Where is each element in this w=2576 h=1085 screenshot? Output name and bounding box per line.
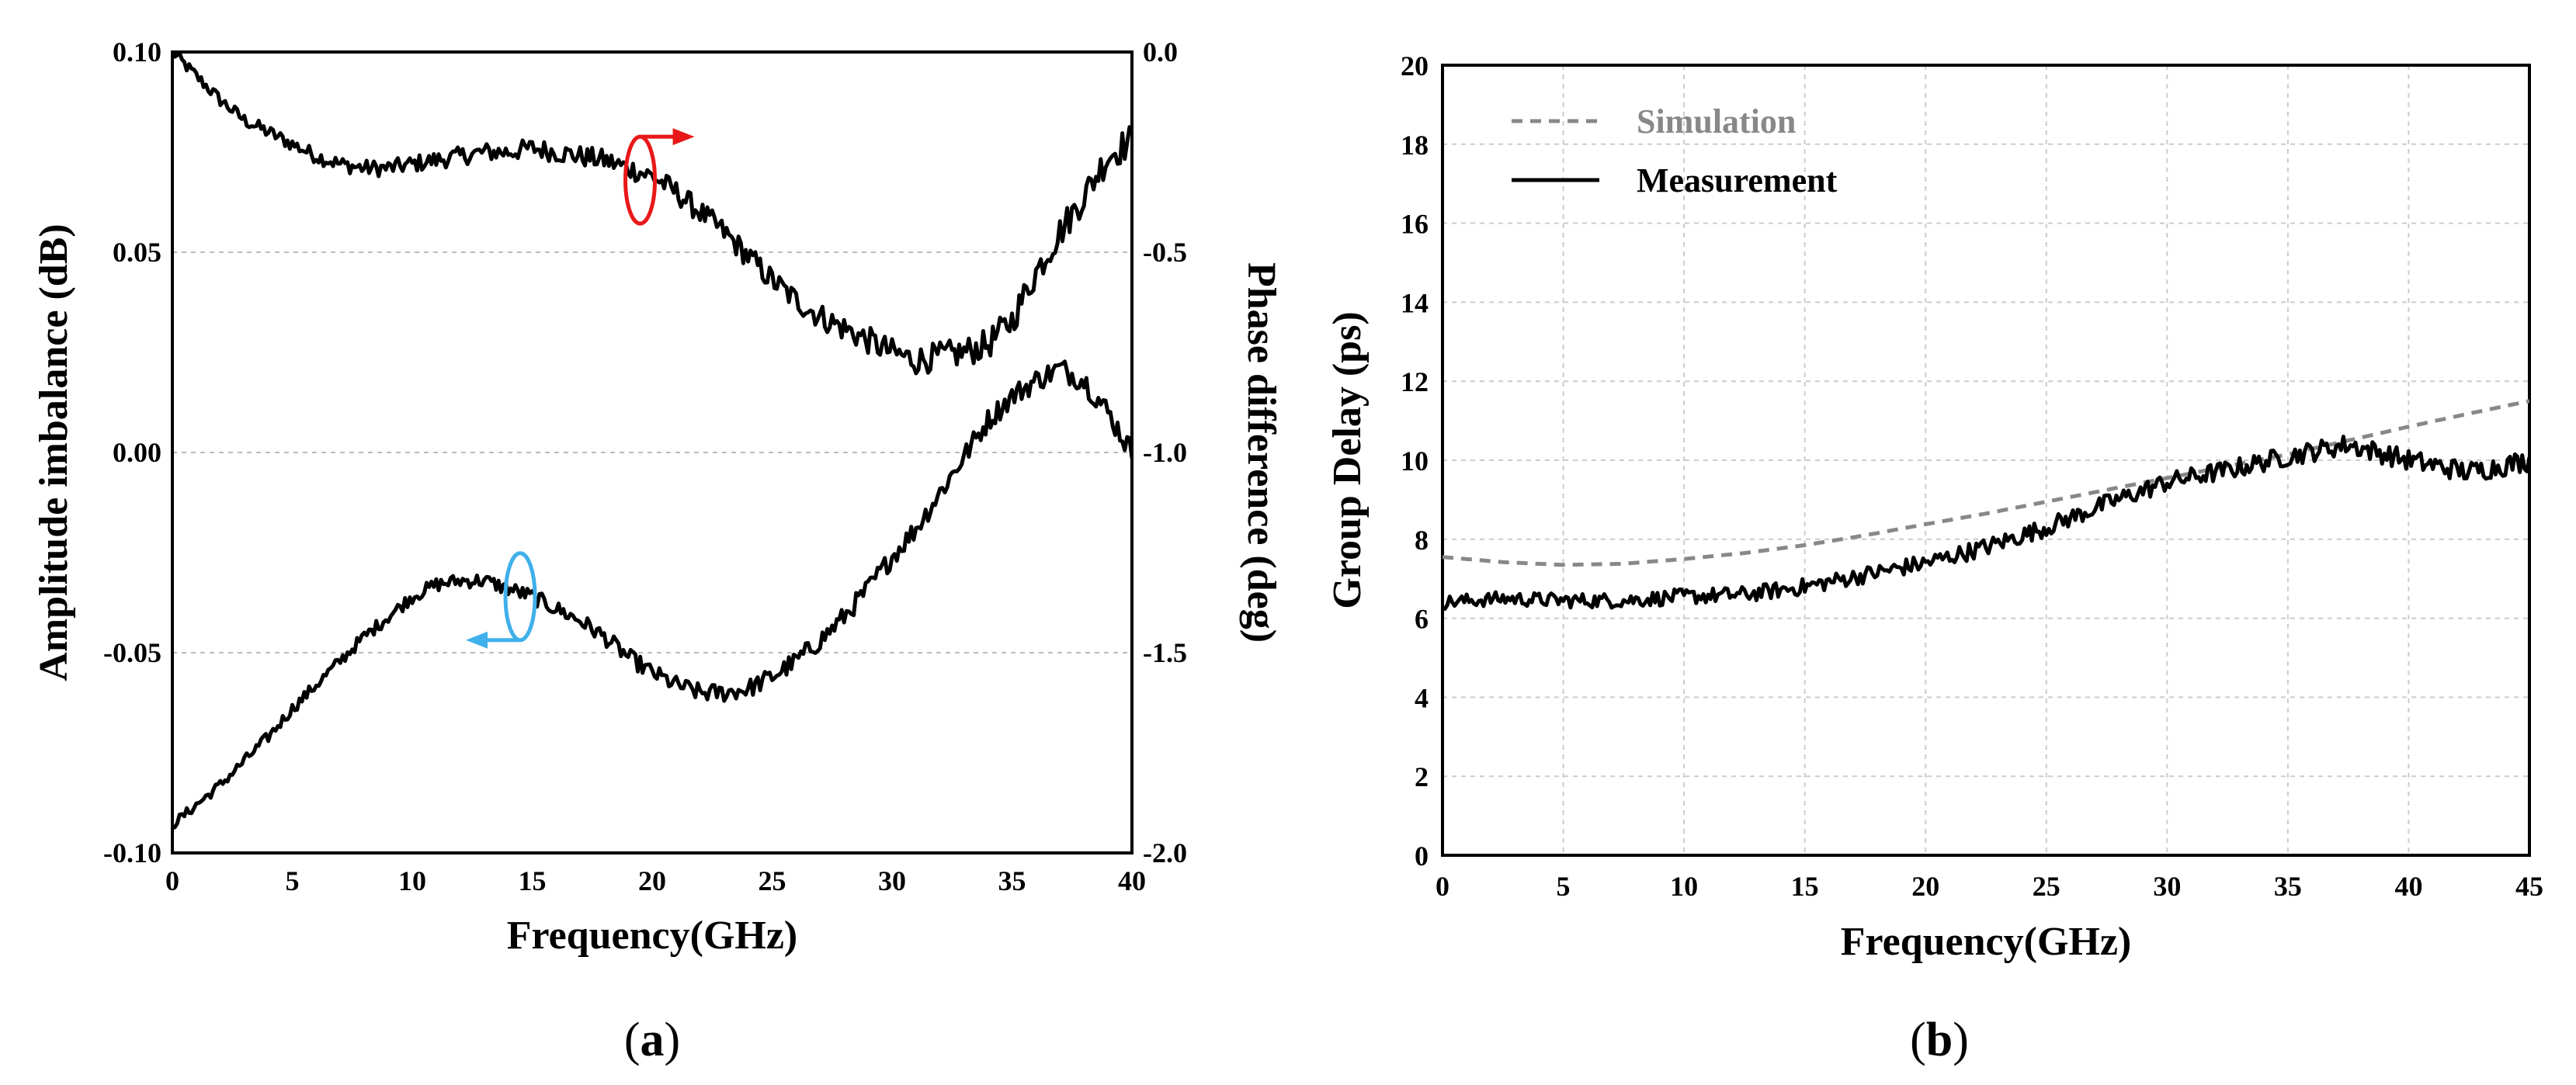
y-tick-label-right: -2.0 [1143,837,1187,868]
y-tick-label-right: -1.0 [1143,437,1187,468]
y-tick-label: 6 [1415,604,1429,635]
grid-a [172,251,1132,653]
caption-b-letter: b [1926,1014,1953,1066]
caption-b: (b) [1910,1014,1969,1066]
y-axis-label-right-a: Phase difference (deg) [1239,262,1283,643]
x-tick-label: 10 [398,865,426,896]
y-axis-label-b: Group Delay (ps) [1325,311,1370,608]
ticks-b: 0 2 4 6 8 10 12 14 16 18 20 0 5 10 15 20 25 30 35 40 45 [1401,50,2543,902]
y-tick-label-left: -0.10 [103,837,161,868]
legend-b: Simulation Measurement [1512,102,1838,199]
x-axis-label-a: Frequency(GHz) [507,913,798,958]
y-tick-label: 12 [1401,366,1429,397]
series-line-simulation [1442,399,2529,567]
x-tick-label: 15 [1791,871,1819,902]
x-axis-label-b: Frequency(GHz) [1841,920,2132,964]
y-tick-label-left: 0.00 [113,437,161,468]
x-tick-label: 15 [519,865,547,896]
caption-a-close: ) [665,1014,681,1066]
y-tick-label: 4 [1415,682,1429,713]
x-tick-label: 20 [1911,871,1939,902]
y-tick-label: 2 [1415,761,1429,792]
x-tick-label: 10 [1670,871,1698,902]
x-tick-label: 40 [1118,865,1146,896]
x-tick-label: 0 [165,865,179,896]
series-line-phase-difference [172,52,1132,376]
y-tick-label-right: 0.0 [1143,36,1178,68]
y-tick-label: 14 [1401,287,1429,318]
x-tick-label: 25 [759,865,786,896]
x-tick-label: 30 [878,865,906,896]
x-tick-label: 25 [2033,871,2060,902]
x-tick-label: 0 [1436,871,1449,902]
y-tick-label-left: 0.05 [113,237,161,268]
phase-axis-indicator-icon [623,128,695,226]
x-tick-label: 40 [2394,871,2422,902]
x-tick-label: 30 [2153,871,2181,902]
y-tick-label: 18 [1401,130,1429,161]
grid-b [1442,65,2529,855]
y-tick-label-left: 0.10 [113,36,161,68]
y-tick-label-left: -0.05 [103,637,161,668]
y-tick-label: 16 [1401,209,1429,240]
chart-a: -0.10-0.050.000.050.10-2.0-1.5-1.0-0.50.… [32,36,1283,1066]
ticks-a: -0.10-0.050.000.050.10-2.0-1.5-1.0-0.50.… [103,36,1187,896]
x-tick-label: 5 [286,865,300,896]
legend-label-measurement: Measurement [1637,161,1838,199]
legend-label-simulation: Simulation [1637,102,1796,140]
x-tick-label: 35 [998,865,1026,896]
y-tick-label: 8 [1415,525,1429,556]
x-tick-label: 45 [2515,871,2543,902]
series-line-amplitude-imbalance [172,359,1132,830]
y-tick-label-right: -0.5 [1143,237,1187,268]
caption-b-close: ) [1953,1014,1969,1066]
caption-b-open: ( [1910,1014,1926,1066]
x-tick-label: 5 [1557,871,1571,902]
y-tick-label: 20 [1401,50,1429,81]
series-line-measurement [1442,435,2529,611]
y-tick-label-right: -1.5 [1143,637,1187,668]
amplitude-axis-indicator-icon [466,551,537,649]
y-tick-label: 10 [1401,445,1429,477]
caption-a-open: ( [624,1014,641,1066]
annotations-a [466,128,695,649]
caption-a: (a) [624,1014,680,1066]
chart-b: 0 2 4 6 8 10 12 14 16 18 20 0 5 10 15 20 25 30 35 40 45 Simu… [1325,50,2543,1066]
caption-a-letter: a [641,1014,665,1066]
y-tick-label: 0 [1415,841,1429,872]
x-tick-label: 35 [2274,871,2302,902]
y-axis-label-left-a: Amplitude imbalance (dB) [32,224,76,681]
x-tick-label: 20 [638,865,666,896]
